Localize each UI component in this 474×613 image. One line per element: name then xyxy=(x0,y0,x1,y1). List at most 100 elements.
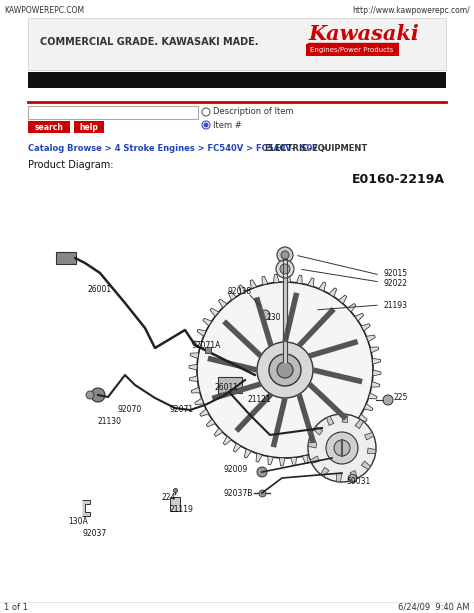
Bar xyxy=(28,72,446,88)
Text: 130: 130 xyxy=(266,313,281,322)
Polygon shape xyxy=(262,276,268,285)
Circle shape xyxy=(202,108,210,116)
Polygon shape xyxy=(351,424,360,432)
Circle shape xyxy=(269,354,301,386)
Polygon shape xyxy=(302,455,308,464)
Polygon shape xyxy=(244,449,251,458)
Text: 21121: 21121 xyxy=(248,395,272,405)
Polygon shape xyxy=(327,416,334,425)
Text: COMMERCIAL GRADE. KAWASAKI MADE.: COMMERCIAL GRADE. KAWASAKI MADE. xyxy=(40,37,258,47)
Circle shape xyxy=(203,123,209,128)
Polygon shape xyxy=(320,467,329,476)
Text: 92022: 92022 xyxy=(384,278,408,287)
Polygon shape xyxy=(355,313,364,321)
Polygon shape xyxy=(197,329,206,337)
Text: 92038: 92038 xyxy=(228,286,252,295)
Bar xyxy=(28,18,446,70)
Text: 92015: 92015 xyxy=(384,268,408,278)
Polygon shape xyxy=(355,419,364,428)
Polygon shape xyxy=(313,451,320,460)
Polygon shape xyxy=(239,285,246,294)
Polygon shape xyxy=(279,458,285,466)
Polygon shape xyxy=(296,275,302,284)
Polygon shape xyxy=(214,428,223,436)
Circle shape xyxy=(281,251,289,259)
Polygon shape xyxy=(189,364,197,370)
Polygon shape xyxy=(364,404,373,411)
Polygon shape xyxy=(191,387,200,393)
Polygon shape xyxy=(228,291,236,300)
Bar xyxy=(74,121,104,133)
Text: 92009: 92009 xyxy=(224,465,248,474)
Text: KAWPOWEREPC.COM: KAWPOWEREPC.COM xyxy=(4,6,84,15)
Polygon shape xyxy=(334,440,342,449)
Text: Engines/Power Products: Engines/Power Products xyxy=(310,47,394,53)
Text: 92070: 92070 xyxy=(118,406,142,414)
Polygon shape xyxy=(273,275,279,283)
Circle shape xyxy=(257,342,313,398)
Circle shape xyxy=(91,388,105,402)
Polygon shape xyxy=(310,456,319,463)
Polygon shape xyxy=(338,295,347,304)
Polygon shape xyxy=(370,347,379,353)
Text: 26001: 26001 xyxy=(88,286,112,294)
Text: Catalog Browse > 4 Stroke Engines > FC540V > FC540V-  S07 >: Catalog Browse > 4 Stroke Engines > FC54… xyxy=(28,144,331,153)
Text: help: help xyxy=(80,123,99,132)
Polygon shape xyxy=(367,448,376,454)
Text: ELECTRIC-EQUIPMENT: ELECTRIC-EQUIPMENT xyxy=(264,144,367,153)
Polygon shape xyxy=(283,259,287,362)
Circle shape xyxy=(326,432,358,464)
Polygon shape xyxy=(308,443,317,448)
Text: 1 of 1: 1 of 1 xyxy=(4,603,28,612)
Circle shape xyxy=(334,440,350,456)
Polygon shape xyxy=(250,280,257,289)
Polygon shape xyxy=(200,409,209,416)
Polygon shape xyxy=(372,359,381,364)
Polygon shape xyxy=(342,414,347,422)
Text: 92037B: 92037B xyxy=(224,489,254,498)
Text: 92071A: 92071A xyxy=(192,341,221,351)
Text: 130A: 130A xyxy=(68,517,88,527)
Polygon shape xyxy=(343,432,352,441)
Circle shape xyxy=(197,282,373,458)
Polygon shape xyxy=(210,308,219,316)
Polygon shape xyxy=(233,443,241,452)
Text: 92071: 92071 xyxy=(170,406,194,414)
Polygon shape xyxy=(373,370,381,376)
Circle shape xyxy=(280,264,290,274)
Circle shape xyxy=(86,391,94,399)
Polygon shape xyxy=(193,341,201,347)
Polygon shape xyxy=(268,456,273,465)
Text: 6/24/09  9:40 AM: 6/24/09 9:40 AM xyxy=(399,603,470,612)
Polygon shape xyxy=(206,419,215,427)
Polygon shape xyxy=(291,457,296,466)
Text: E0160-2219A: E0160-2219A xyxy=(352,173,445,186)
Polygon shape xyxy=(368,393,377,399)
Polygon shape xyxy=(350,471,357,480)
Circle shape xyxy=(383,395,393,405)
Polygon shape xyxy=(358,414,367,422)
FancyBboxPatch shape xyxy=(218,377,242,393)
Text: http://www.kawpowerepc.com/: http://www.kawpowerepc.com/ xyxy=(352,6,470,15)
Polygon shape xyxy=(366,335,375,341)
Circle shape xyxy=(257,467,267,477)
Polygon shape xyxy=(319,282,326,291)
Circle shape xyxy=(202,121,210,129)
Polygon shape xyxy=(190,353,199,359)
Polygon shape xyxy=(285,274,291,282)
Text: 21193: 21193 xyxy=(384,300,408,310)
Text: Product Diagram:: Product Diagram: xyxy=(28,160,113,170)
Polygon shape xyxy=(371,381,380,387)
Polygon shape xyxy=(361,461,371,470)
Bar xyxy=(306,44,399,56)
Text: Kawasaki: Kawasaki xyxy=(308,24,419,44)
Polygon shape xyxy=(219,299,227,308)
Text: search: search xyxy=(35,123,64,132)
Polygon shape xyxy=(337,473,342,482)
Text: Item #: Item # xyxy=(213,121,242,129)
FancyBboxPatch shape xyxy=(56,252,76,264)
Circle shape xyxy=(260,310,270,320)
Bar xyxy=(28,121,70,133)
Polygon shape xyxy=(223,436,231,445)
Polygon shape xyxy=(195,398,204,405)
